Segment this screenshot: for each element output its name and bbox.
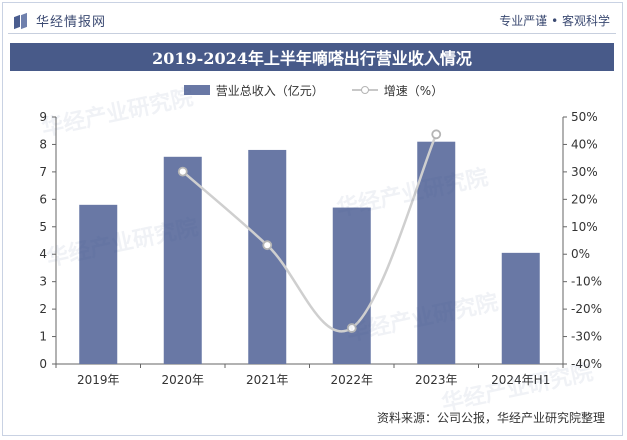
source-note: 资料来源：公司公报，华经产业研究院整理 — [376, 411, 605, 425]
legend-item-revenue: 营业总收入（亿元） — [183, 82, 324, 99]
legend-item-growth: 增速（%） — [351, 82, 444, 99]
y-left-tick-label: 8 — [39, 137, 47, 151]
bar — [332, 207, 371, 364]
chart-title: 2019-2024年上半年嘀嗒出行营业收入情况 — [10, 43, 614, 71]
growth-line — [181, 133, 438, 333]
y-left-tick-label: 7 — [39, 165, 47, 179]
growth-point — [262, 240, 273, 251]
growth-point — [346, 323, 357, 333]
growth-point — [431, 129, 442, 140]
bar — [79, 204, 118, 364]
legend: 营业总收入（亿元） 增速（%） — [0, 80, 627, 100]
x-tick-label: 2021年 — [246, 373, 289, 387]
legend-swatch-bar — [183, 85, 210, 95]
y-right-tick-label: -10% — [571, 275, 602, 289]
x-tick-label: 2024年H1 — [491, 373, 550, 387]
legend-label-revenue: 营业总收入（亿元） — [215, 83, 324, 98]
y-left-tick-label: 4 — [39, 247, 47, 261]
legend-label-growth: 增速（%） — [383, 83, 444, 98]
y-right-tick-label: -20% — [571, 302, 602, 316]
bar — [501, 252, 540, 364]
y-right-tick-label: 0% — [571, 247, 590, 261]
y-right-tick-label: 40% — [571, 137, 598, 151]
y-left-tick-label: 5 — [39, 220, 47, 234]
slogan: 专业严谨 • 客观科学 — [499, 14, 610, 28]
header-bar: 华经情报网 专业严谨 • 客观科学 — [8, 8, 616, 34]
y-left-tick-label: 9 — [39, 110, 47, 124]
x-tick-label: 2020年 — [161, 373, 204, 387]
y-left-tick-label: 1 — [39, 330, 47, 344]
y-right-tick-label: 50% — [571, 110, 598, 124]
bar — [417, 141, 456, 364]
x-tick-label: 2023年 — [415, 373, 458, 387]
x-tick-label: 2022年 — [330, 373, 373, 387]
y-right-tick-label: -30% — [571, 330, 602, 344]
y-left-tick-label: 0 — [39, 357, 47, 371]
y-right-tick-label: 20% — [571, 192, 598, 206]
brand: 华经情报网 — [8, 11, 106, 30]
y-right-tick-label: 10% — [571, 220, 598, 234]
y-right-tick-label: 30% — [571, 165, 598, 179]
y-right-tick-label: -40% — [571, 357, 602, 371]
growth-point — [177, 166, 188, 177]
brand-name: 华经情报网 — [36, 15, 107, 30]
bar — [248, 149, 287, 364]
bar — [163, 156, 202, 364]
y-left-tick-label: 6 — [39, 192, 47, 206]
y-left-tick-label: 2 — [39, 302, 47, 316]
y-left-tick-label: 3 — [39, 275, 47, 289]
x-tick-label: 2019年 — [77, 373, 120, 387]
legend-swatch-line — [351, 85, 378, 95]
